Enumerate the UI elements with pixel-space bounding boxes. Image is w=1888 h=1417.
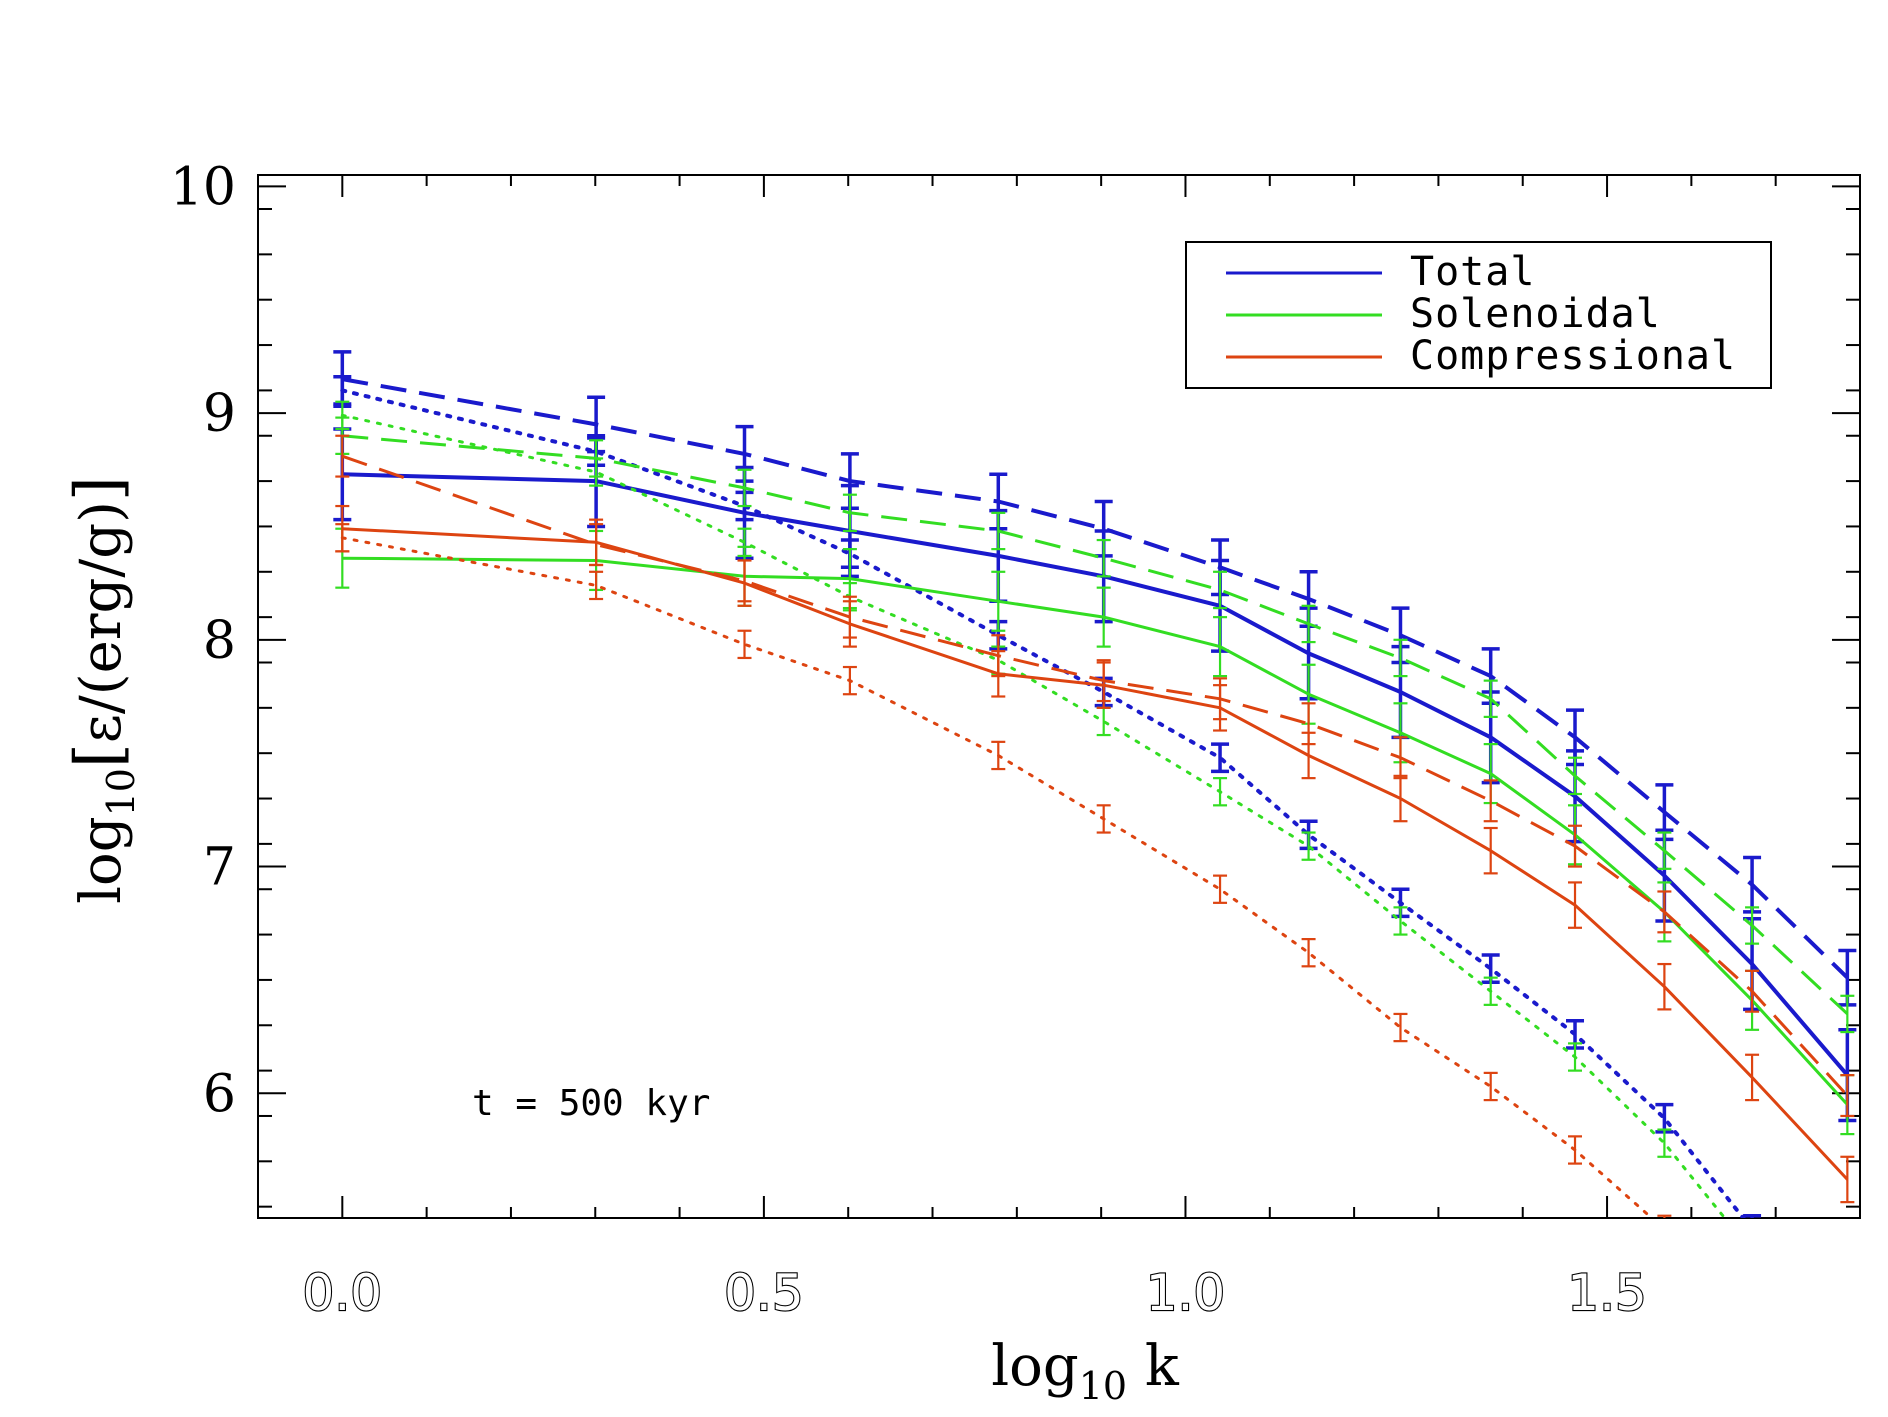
series-solenoidal-solid — [335, 527, 1855, 1136]
series-line-solenoidal-dashed — [342, 434, 1849, 1015]
series-line-solenoidal-solid — [342, 556, 1849, 1106]
y-axis-bracket-close: ] — [62, 476, 136, 501]
legend-label-compressional: Compressional — [1410, 333, 1736, 379]
series-solenoidal-dashed — [335, 416, 1855, 1034]
x-tick-label-1: 0.5 — [724, 1264, 804, 1322]
y-axis-quantity: ε/(erg/g) — [69, 501, 134, 743]
series-line-total-solid — [342, 472, 1849, 1077]
plot-frame — [257, 174, 1861, 1219]
series-line-solenoidal-dotted — [340, 413, 1727, 1218]
y-axis-bracket-open: [ — [62, 743, 136, 768]
legend-label-total: Total — [1410, 249, 1535, 295]
series-line-total-dashed — [341, 377, 1849, 980]
series-total-dashed — [333, 350, 1857, 1007]
y-tick-labels: 6 7 8 9 10 — [170, 157, 236, 1124]
y-tick-label-3: 9 — [203, 384, 236, 444]
series-line-compressional-dashed — [341, 454, 1849, 1097]
y-tick-label-4: 10 — [170, 157, 236, 217]
x-axis-subscript: 10 — [1079, 1364, 1127, 1408]
x-tick-label-3: 1.5 — [1567, 1264, 1647, 1322]
time-annotation: t = 500 kyr — [472, 1083, 710, 1124]
y-axis-title: log10[ε/(erg/g)] — [62, 476, 143, 904]
y-tick-label-2: 8 — [203, 611, 236, 671]
series-layer — [333, 350, 1857, 1218]
y-tick-label-0: 6 — [203, 1064, 236, 1124]
series-line-compressional-dotted — [340, 536, 1654, 1218]
series-line-compressional-solid — [342, 527, 1849, 1181]
x-tick-labels: 0.0 0.5 1.0 1.5 — [301, 1263, 1647, 1323]
x-axis-variable: k — [1127, 1334, 1180, 1399]
x-tick-label-2: 1.0 — [1146, 1264, 1226, 1322]
series-compressional-dashed — [335, 434, 1855, 1118]
x-axis-title: log10 k — [991, 1334, 1180, 1408]
axis-ticks — [257, 175, 1861, 1218]
series-total-solid — [333, 427, 1857, 1123]
series-total-dotted — [333, 375, 1762, 1218]
x-tick-label-0: 0.0 — [303, 1264, 383, 1322]
y-tick-label-1: 7 — [203, 838, 236, 898]
legend-label-solenoidal: Solenoidal — [1410, 291, 1661, 337]
y-axis-subscript: 10 — [99, 768, 143, 816]
legend: Total Solenoidal Compressional — [1185, 241, 1772, 389]
series-compressional-dotted — [335, 523, 1672, 1218]
